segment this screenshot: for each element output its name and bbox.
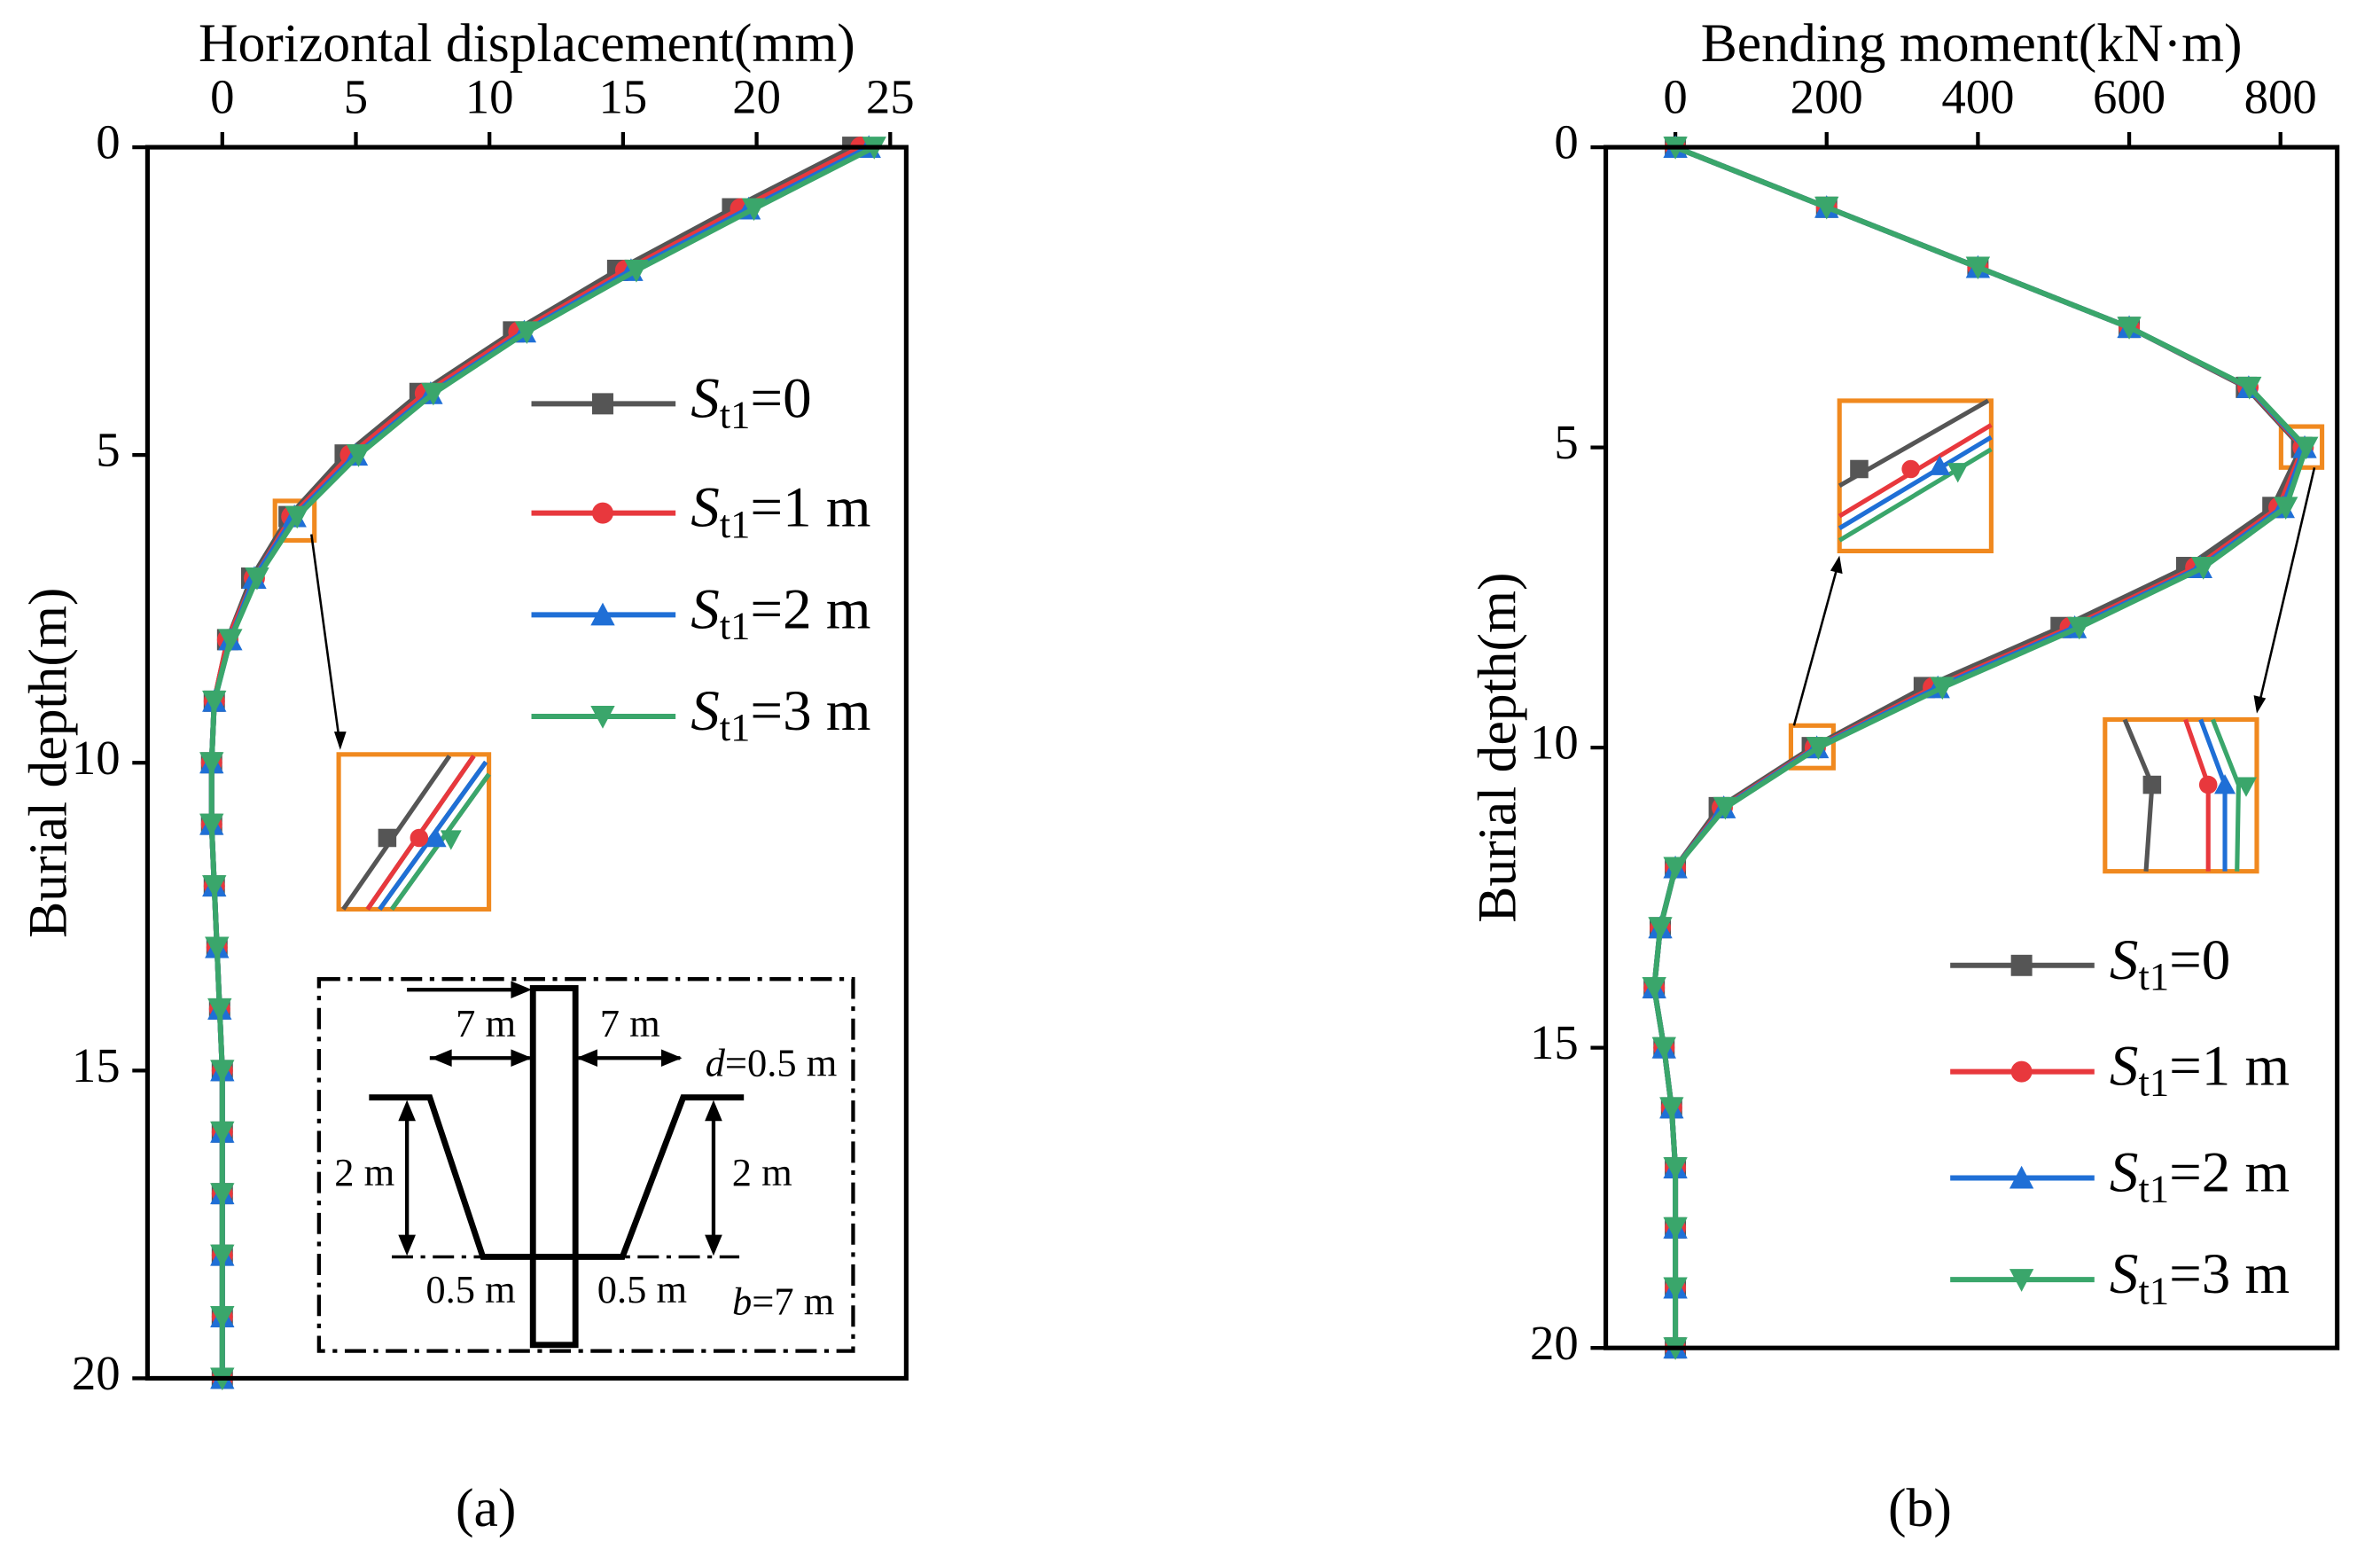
- x-tick-label: 10: [465, 69, 514, 123]
- schematic-label: 2 m: [732, 1150, 792, 1194]
- y-tick-label: 5: [96, 423, 120, 477]
- marker: [218, 629, 243, 653]
- marker: [1806, 737, 1831, 760]
- panel-label: (b): [1888, 1478, 1952, 1538]
- zoom-insets: [272, 398, 2325, 912]
- schematic-label: 0.5 m: [597, 1267, 687, 1311]
- legend-marker: [590, 706, 615, 729]
- x-tick-label: 5: [344, 69, 368, 123]
- x-tick-label: 0: [210, 69, 234, 123]
- legend-marker: [591, 502, 613, 524]
- marker: [202, 875, 227, 898]
- legend-label: St1=3 m: [2110, 1242, 2290, 1312]
- legend-marker: [2010, 954, 2033, 976]
- x-axis-title: Bending moment(kN·m): [1701, 13, 2243, 74]
- marker: [1965, 256, 1991, 280]
- marker: [421, 382, 446, 406]
- marker: [199, 813, 224, 837]
- y-tick-label: 15: [1530, 1015, 1579, 1069]
- legend-marker: [2009, 1165, 2034, 1189]
- plot-frame: [1604, 145, 2340, 1350]
- marker: [1648, 917, 1673, 940]
- marker: [514, 321, 540, 345]
- marker: [210, 1306, 235, 1329]
- y-tick-label: 20: [72, 1346, 121, 1400]
- schematic-label: b=7 m: [732, 1279, 834, 1323]
- marker: [285, 505, 309, 529]
- y-tick-label: 15: [72, 1038, 121, 1092]
- marker: [1642, 976, 1666, 1000]
- schematic: [316, 977, 855, 1353]
- schematic-label: 0.5 m: [425, 1267, 515, 1311]
- x-tick-label: 15: [599, 69, 648, 123]
- x-tick-label: 20: [732, 69, 781, 123]
- schematic-label: 7 m: [600, 1001, 660, 1045]
- marker: [346, 444, 371, 467]
- plot-frame: [144, 145, 909, 1381]
- legend-label: St1=0: [2110, 928, 2230, 998]
- legend-label: St1=2 m: [2110, 1140, 2290, 1210]
- schematic-labels: 7 m 7 m d=0.5 m 2 m 2 m 0.5 m 0.5 m b=7 …: [334, 1001, 837, 1323]
- marker: [210, 1183, 235, 1206]
- y-tick-label: 5: [1554, 415, 1578, 469]
- marker: [2117, 317, 2142, 340]
- marker: [1663, 1277, 1688, 1301]
- marker: [741, 198, 767, 222]
- y-axis-title: Burial depth(m): [18, 588, 78, 938]
- marker: [205, 936, 230, 960]
- marker: [210, 1060, 235, 1084]
- y-tick-label: 0: [1554, 115, 1578, 169]
- x-tick-label: 600: [2093, 69, 2165, 123]
- legend-label: St1=1 m: [2110, 1035, 2290, 1105]
- legend-marker: [2010, 1060, 2033, 1083]
- panel-label: (a): [456, 1478, 516, 1538]
- marker: [1930, 677, 1955, 700]
- schematic-label: d=0.5 m: [706, 1041, 838, 1085]
- legend-marker: [590, 602, 615, 626]
- marker: [1713, 796, 1738, 820]
- marker: [2237, 376, 2262, 400]
- y-axis-title: Burial depth(m): [1467, 573, 1527, 923]
- marker: [1663, 1217, 1688, 1240]
- marker: [1659, 1097, 1684, 1121]
- marker: [210, 1121, 235, 1145]
- x-axis-title: Horizontal displacement(mm): [199, 13, 855, 74]
- legend-label: St1=2 m: [691, 577, 870, 647]
- marker: [624, 259, 649, 283]
- marker: [1663, 1157, 1688, 1180]
- marker: [202, 690, 227, 714]
- schematic-label: 2 m: [334, 1150, 394, 1194]
- marker: [199, 752, 224, 775]
- x-tick-label: 25: [866, 69, 915, 123]
- legend-label: St1=1 m: [691, 476, 870, 546]
- x-tick-label: 400: [1941, 69, 2014, 123]
- legend-marker: [2009, 1269, 2034, 1292]
- marker: [2273, 497, 2298, 520]
- marker: [207, 998, 232, 1021]
- marker: [1814, 196, 1839, 220]
- x-tick-label: 200: [1791, 69, 1863, 123]
- legend-label: St1=3 m: [691, 679, 870, 749]
- marker: [2294, 436, 2319, 460]
- y-tick-label: 0: [96, 115, 120, 169]
- y-tick-label: 10: [72, 731, 121, 785]
- x-tick-label: 800: [2244, 69, 2317, 123]
- marker: [2067, 616, 2092, 640]
- schematic-label: 7 m: [456, 1001, 516, 1045]
- marker: [1663, 857, 1688, 880]
- legend-marker: [591, 393, 613, 415]
- y-tick-label: 20: [1530, 1316, 1579, 1370]
- y-tick-label: 10: [1530, 716, 1579, 770]
- marker: [1651, 1037, 1676, 1060]
- legend-label: St1=0: [691, 366, 811, 436]
- marker: [2190, 557, 2216, 580]
- x-tick-label: 0: [1663, 69, 1687, 123]
- marker: [245, 567, 269, 591]
- marker: [210, 1244, 235, 1268]
